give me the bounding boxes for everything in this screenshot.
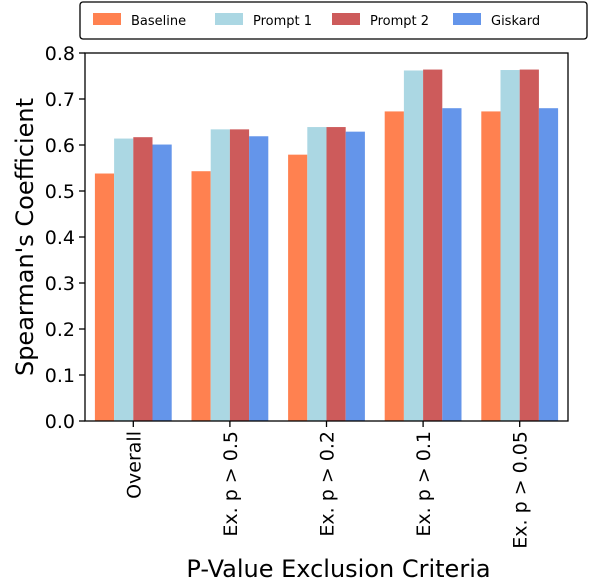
legend-swatch <box>453 13 481 25</box>
y-tick-label: 0.0 <box>45 411 75 433</box>
legend-label: Giskard <box>491 14 540 29</box>
bar-baseline-1 <box>191 171 211 421</box>
legend-label: Baseline <box>131 14 186 29</box>
x-tick-label: Ex. p > 0.1 <box>413 431 435 537</box>
bar-prompt-2-0 <box>133 137 153 421</box>
x-tick-label: Ex. p > 0.05 <box>510 431 532 549</box>
legend-swatch <box>215 13 243 25</box>
legend-item-baseline: Baseline <box>93 13 186 29</box>
y-tick-label: 0.7 <box>45 89 75 111</box>
x-tick-label: Ex. p > 0.5 <box>220 431 242 537</box>
y-tick-label: 0.8 <box>45 43 75 65</box>
bar-baseline-4 <box>481 111 501 422</box>
bar-giskard-1 <box>249 136 269 421</box>
bars <box>94 69 559 422</box>
y-tick-label: 0.6 <box>45 135 75 157</box>
bar-prompt-1-4 <box>500 70 520 422</box>
y-tick-label: 0.3 <box>45 273 75 295</box>
legend-item-giskard: Giskard <box>453 13 540 29</box>
y-tick-label: 0.2 <box>45 319 75 341</box>
legend-label: Prompt 2 <box>370 14 429 29</box>
x-tick-label: Overall <box>123 431 145 499</box>
bar-prompt-1-0 <box>114 138 134 421</box>
bar-baseline-3 <box>384 111 404 422</box>
bar-prompt-2-4 <box>519 69 539 421</box>
legend-item-prompt-1: Prompt 1 <box>215 13 312 29</box>
y-tick-label: 0.5 <box>45 181 75 203</box>
legend-item-prompt-2: Prompt 2 <box>332 13 429 29</box>
x-tick-label: Ex. p > 0.2 <box>317 431 339 537</box>
bar-prompt-1-2 <box>307 127 327 421</box>
bar-giskard-0 <box>152 144 172 422</box>
axes: 0.0 0.1 0.2 0.3 0.4 0.5 0.6 0.7 0.8 Overall Ex. p … <box>45 43 569 549</box>
bar-baseline-2 <box>288 154 308 421</box>
bar-baseline-0 <box>94 173 115 421</box>
x-axis-title: P-Value Exclusion Criteria <box>186 555 490 583</box>
y-tick-label: 0.4 <box>45 227 75 249</box>
bar-prompt-2-3 <box>423 69 443 421</box>
bar-prompt-1-1 <box>210 129 230 422</box>
y-tick-label: 0.1 <box>45 365 75 387</box>
legend: Baseline Prompt 1 Prompt 2 Giskard <box>79 1 588 40</box>
bar-prompt-2-2 <box>326 127 346 421</box>
legend-swatch <box>93 13 121 25</box>
bar-prompt-2-1 <box>229 129 250 422</box>
bar-giskard-4 <box>538 108 559 421</box>
legend-swatch <box>332 13 360 25</box>
bar-prompt-1-3 <box>403 70 424 421</box>
legend-label: Prompt 1 <box>253 14 312 29</box>
bar-giskard-2 <box>345 131 365 421</box>
bar-giskard-3 <box>442 108 462 421</box>
y-axis-title: Spearman's Coefficient <box>11 98 39 376</box>
